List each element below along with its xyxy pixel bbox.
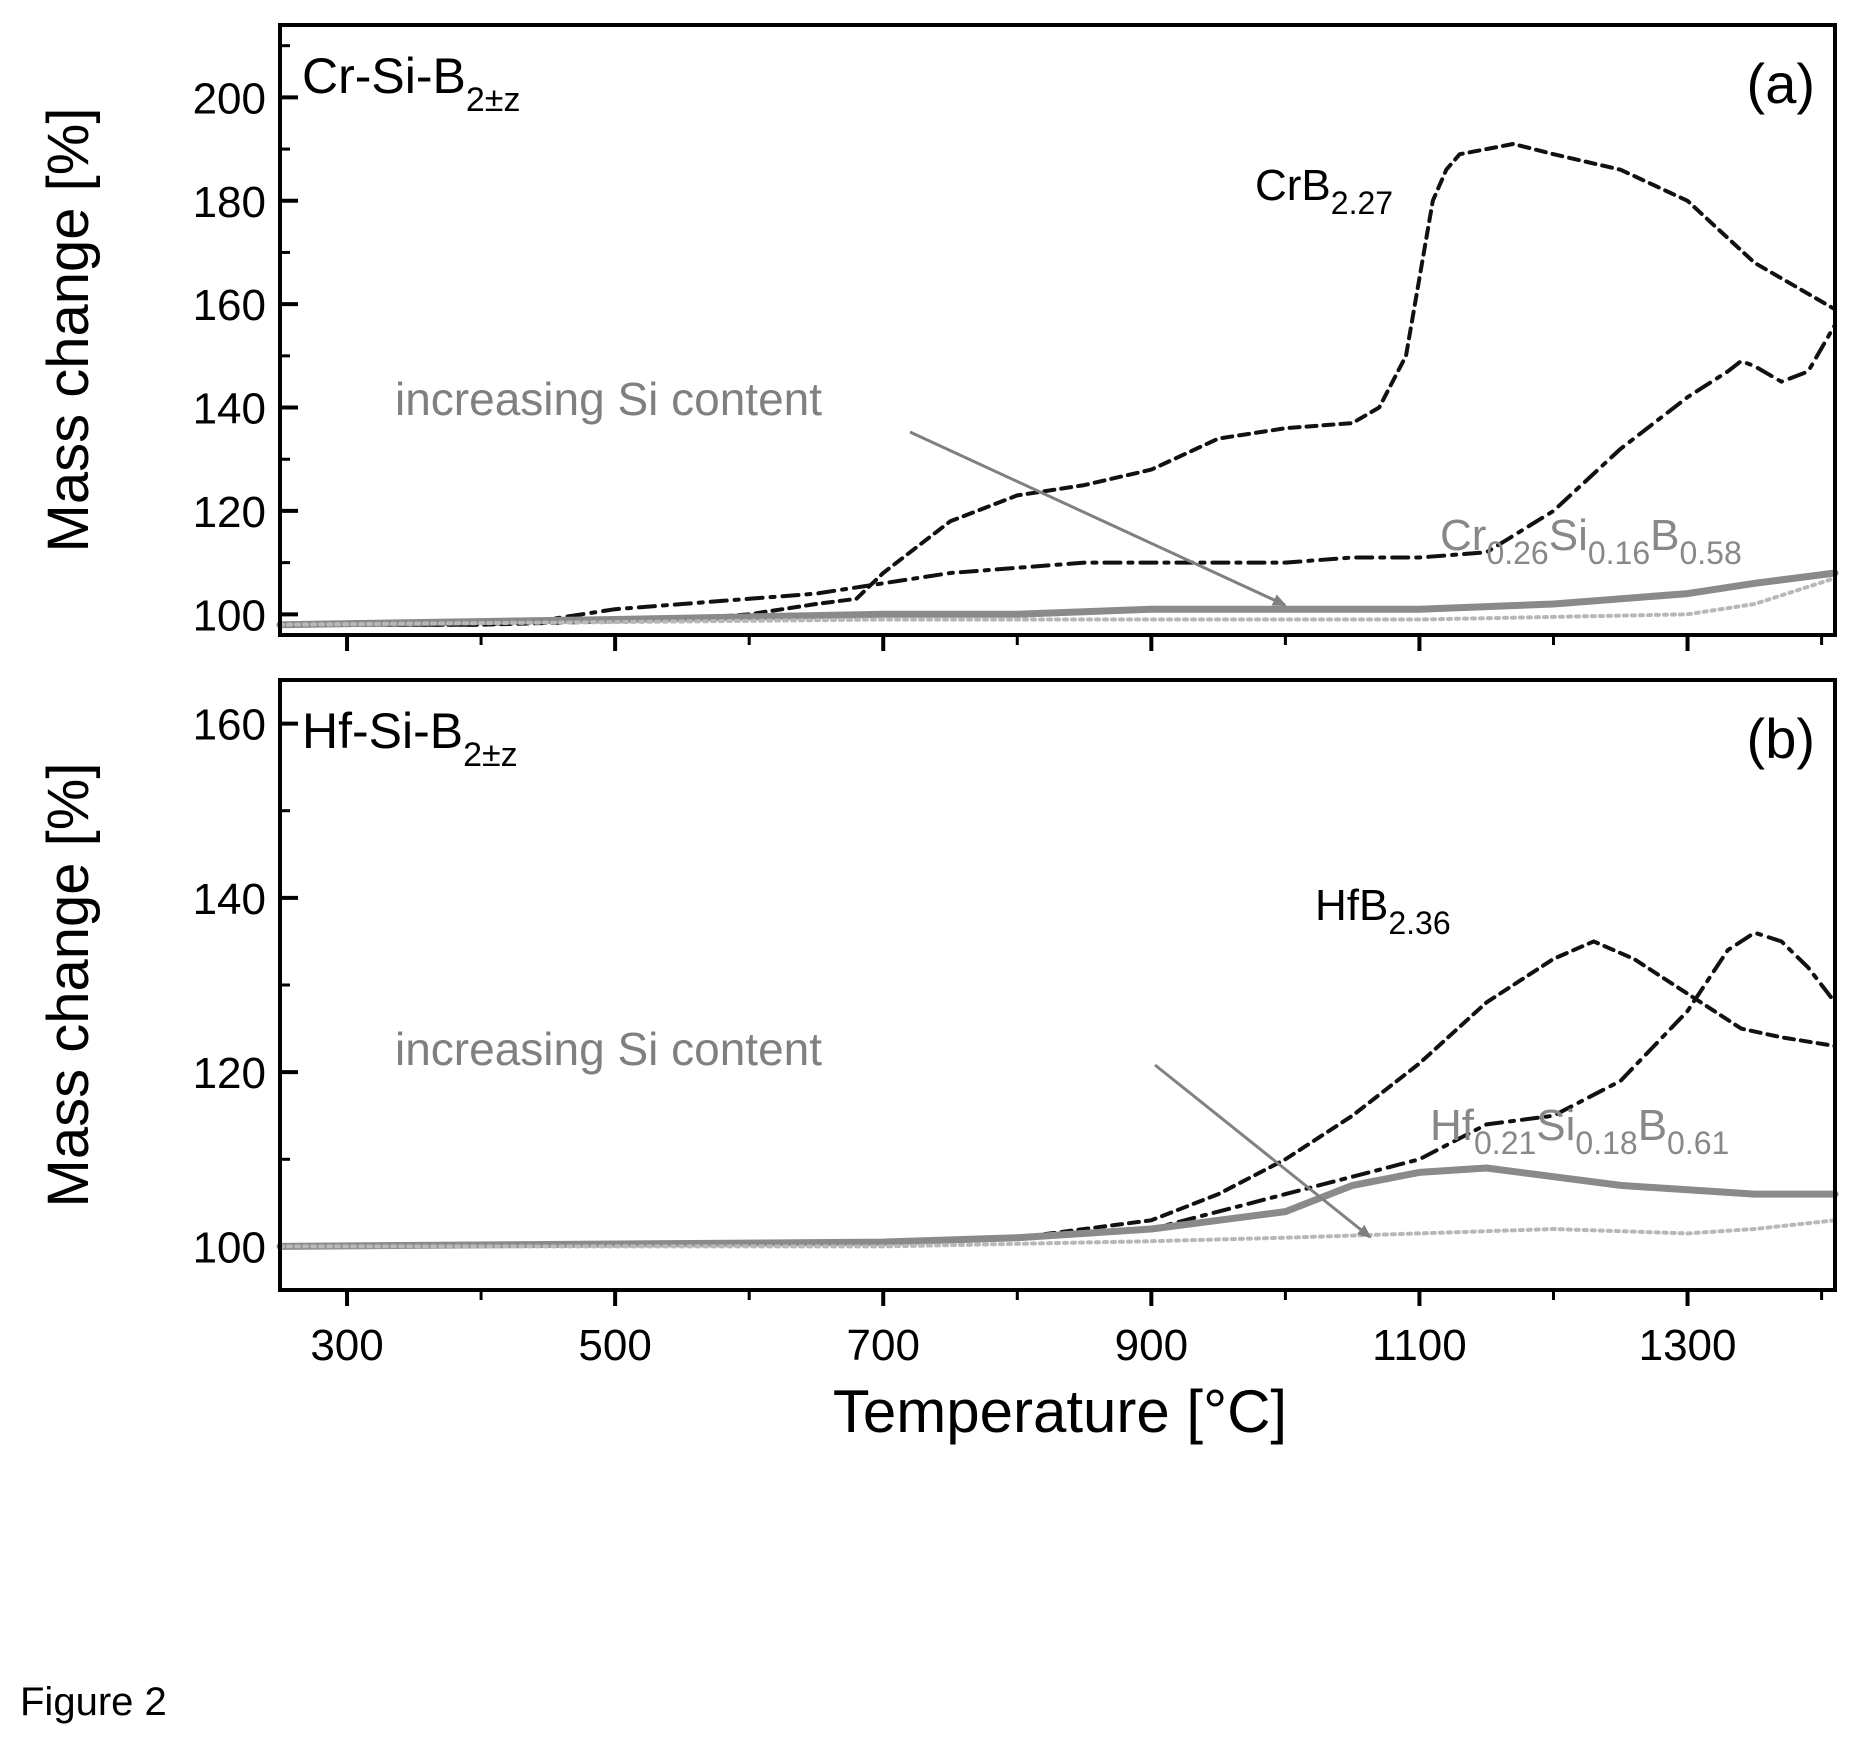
series-line-dotted (278, 1218, 1837, 1249)
panel-a-label-cr-si-b: Cr0.26Si0.16B0.58 (1440, 511, 1742, 571)
panel-b-series (276, 930, 1839, 1250)
x-tick-label: 1300 (1639, 1321, 1737, 1370)
y-tick-label: 200 (193, 74, 266, 123)
panel-a-frame (278, 23, 1837, 637)
panel-b-title: Hf-Si-B2±z (302, 703, 518, 774)
y-tick-label: 120 (193, 488, 266, 537)
series-line-solid (276, 569, 1839, 629)
series-line-dotted (278, 576, 1837, 627)
panel-b: 100 120 140 160 300 500 700 900 1100 1300 Hf-Si-B… (36, 678, 1839, 1370)
panel-b-y-axis-label: Mass change [%] (36, 763, 101, 1208)
x-axis-label: Temperature [°C] (833, 1378, 1287, 1445)
panel-b-ticks: 100 120 140 160 300 500 700 900 1100 1300 (193, 701, 1824, 1370)
panel-b-annotation-increasing-si: increasing Si content (395, 1023, 822, 1075)
series-line-solid (276, 1164, 1839, 1250)
y-tick-label: 100 (193, 1223, 266, 1272)
y-tick-label: 160 (193, 701, 266, 750)
x-tick-label: 1100 (1372, 1321, 1467, 1370)
x-tick-label: 700 (847, 1321, 920, 1370)
figure-caption: Figure 2 (20, 1680, 167, 1724)
panel-a-annotation-arrow (909, 430, 1287, 607)
y-tick-label: 180 (193, 178, 266, 227)
panel-a-ticks: 100 120 140 160 180 200 (193, 44, 1824, 651)
x-tick-label: 300 (310, 1321, 383, 1370)
y-tick-label: 120 (193, 1049, 266, 1098)
y-tick-label: 100 (193, 591, 266, 640)
panel-b-label-hfb: HfB2.36 (1315, 881, 1451, 941)
panel-a-series (276, 141, 1839, 629)
panel-a-label: (a) (1747, 52, 1815, 115)
series-line-dashdot (278, 322, 1837, 627)
panel-a-y-axis-label: Mass change [%] (36, 108, 101, 553)
panel-a: 100 120 140 160 180 200 Cr-Si-B2±z (a) Mass c… (36, 23, 1839, 651)
panel-b-label-hf-si-b: Hf0.21Si0.18B0.61 (1430, 1101, 1729, 1161)
panel-a-title: Cr-Si-B2±z (302, 48, 520, 119)
series-line-dashed (278, 939, 1837, 1249)
y-tick-label: 140 (193, 875, 266, 924)
series-line-dashdot (278, 930, 1837, 1249)
panel-b-frame (278, 678, 1837, 1292)
y-tick-label: 140 (193, 385, 266, 434)
panel-b-label: (b) (1747, 707, 1815, 770)
x-tick-label: 900 (1115, 1321, 1188, 1370)
panel-b-annotation-arrow (1154, 1063, 1372, 1239)
y-tick-label: 160 (193, 281, 266, 330)
panel-a-label-crb: CrB2.27 (1255, 161, 1393, 221)
x-tick-label: 500 (578, 1321, 651, 1370)
panel-a-annotation-increasing-si: increasing Si content (395, 373, 822, 425)
